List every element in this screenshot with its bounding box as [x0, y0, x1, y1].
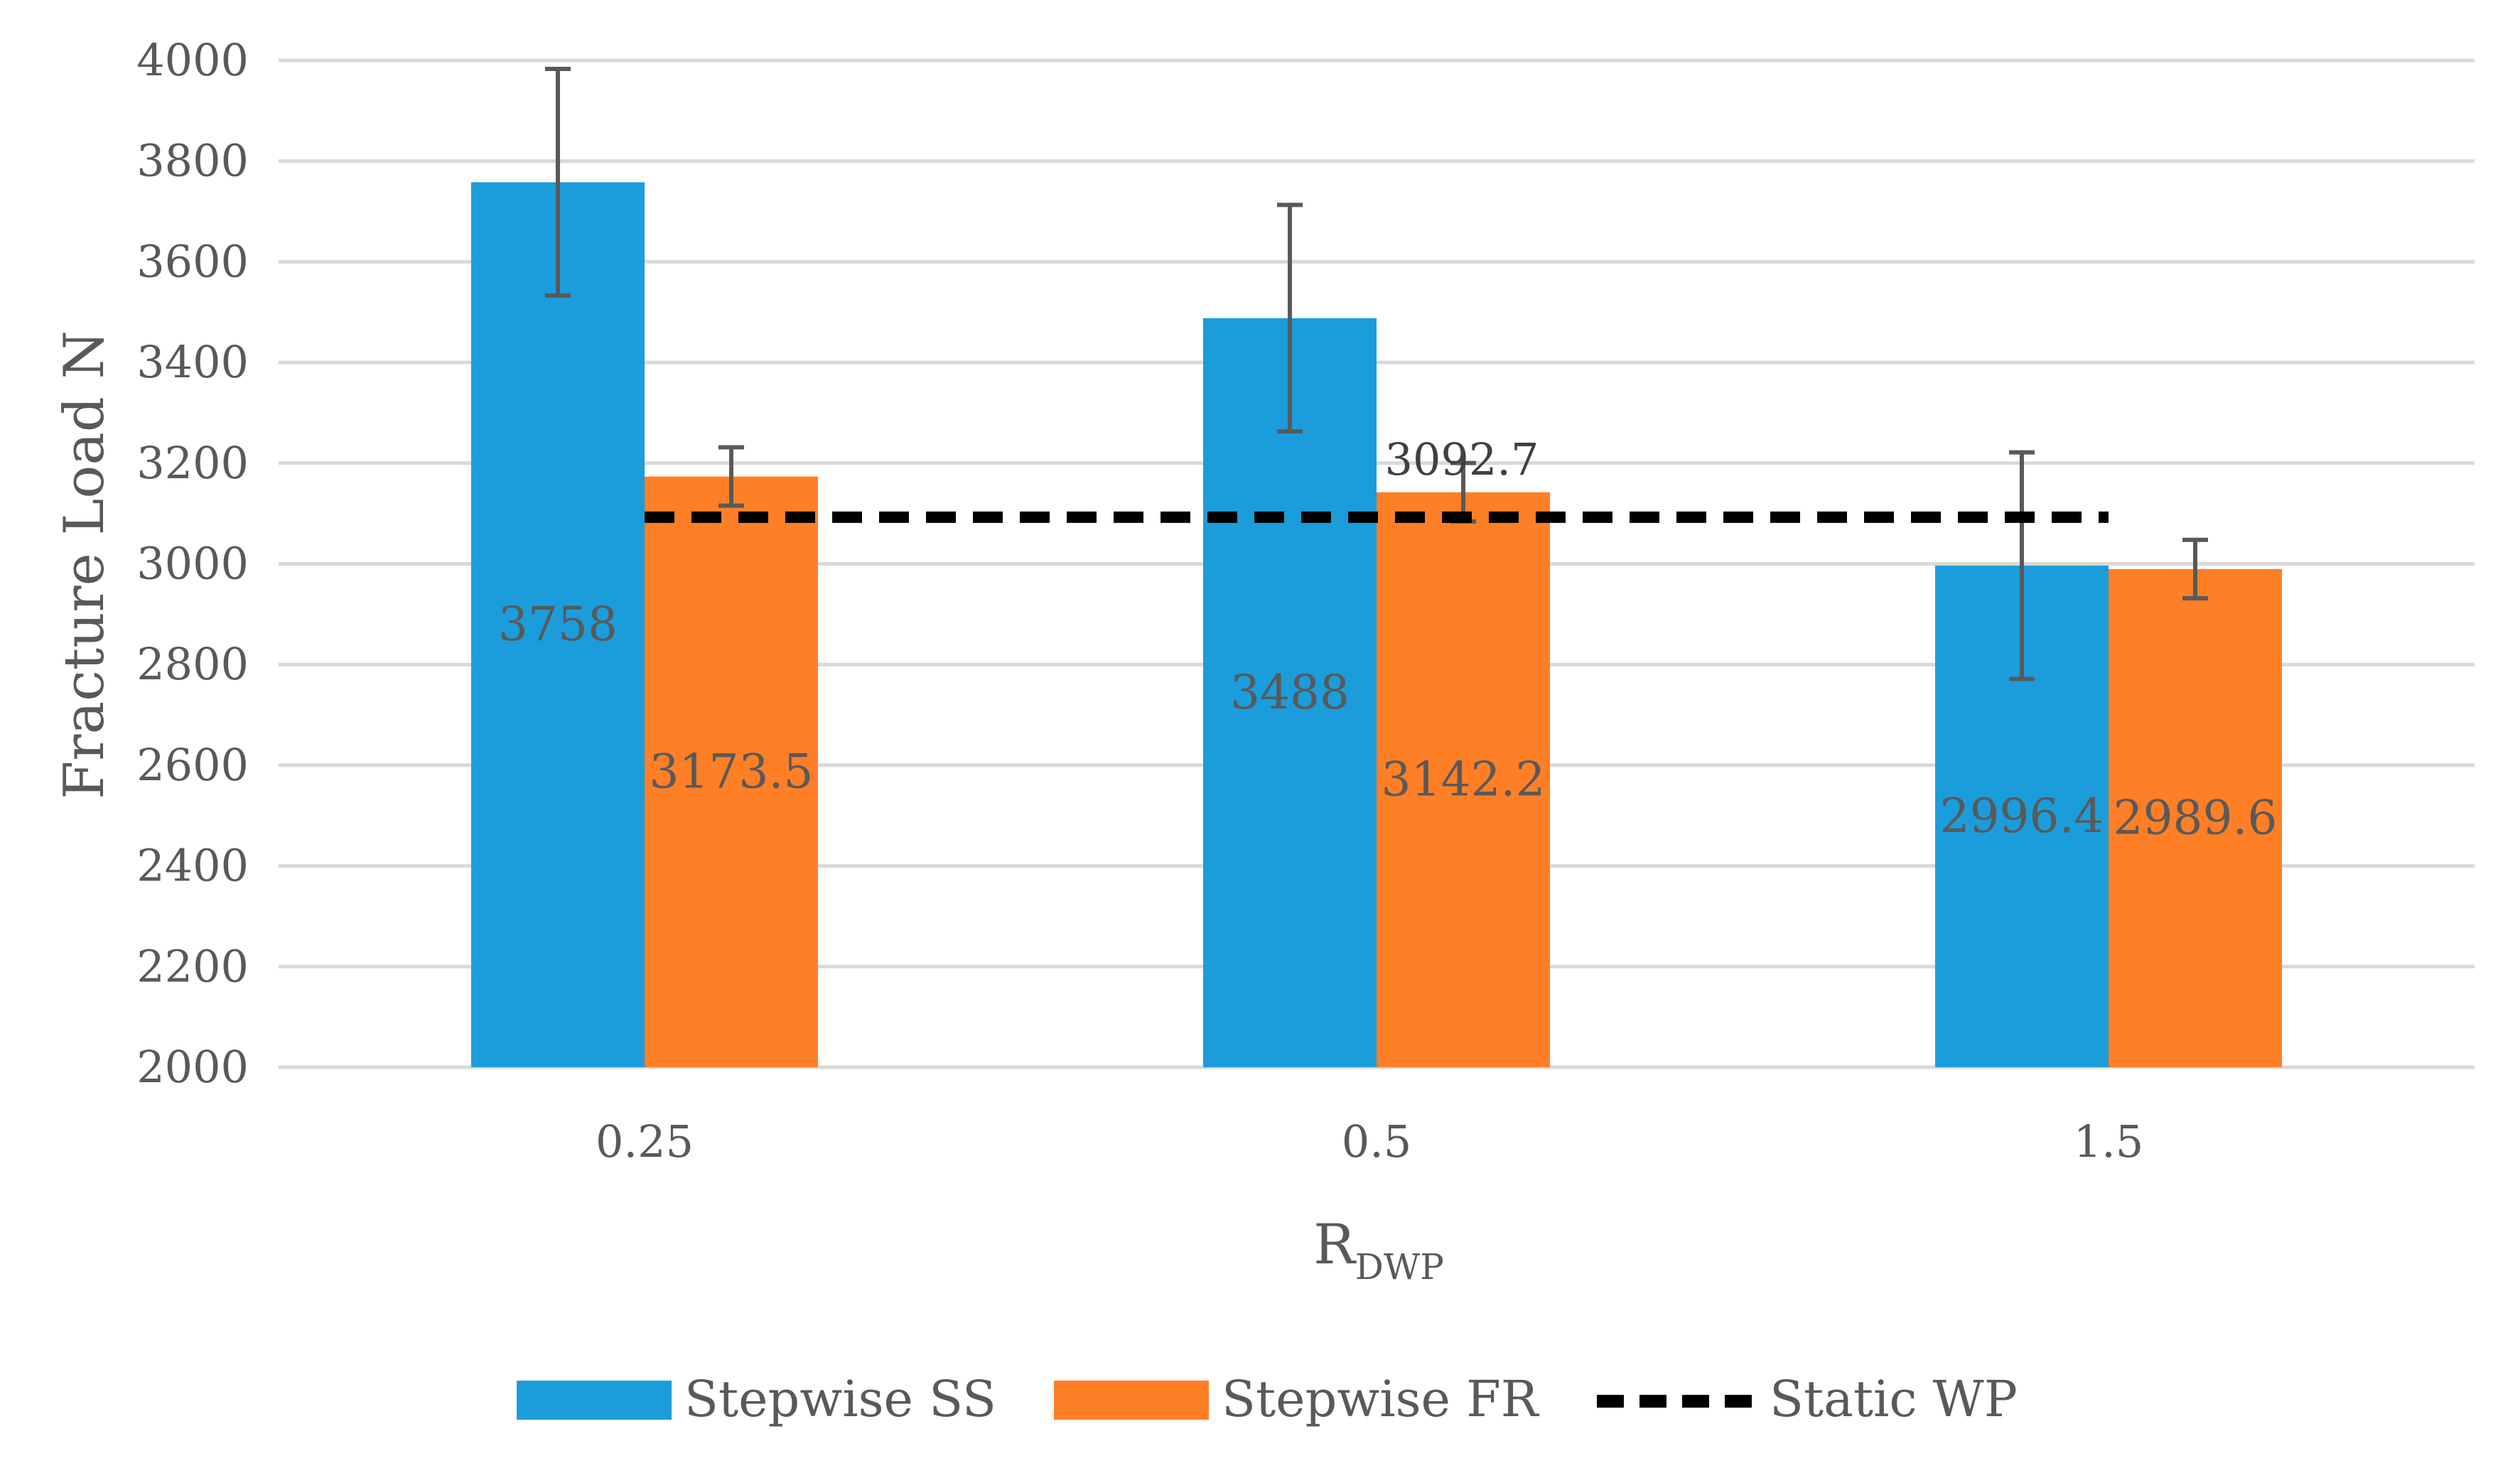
- data-label-stepwise-ss-0.25: 3758: [498, 597, 618, 652]
- data-label-stepwise-fr-1.5: 2989.6: [2114, 790, 2278, 845]
- x-axis-title-main: R: [1313, 1213, 1357, 1277]
- y-tick-label-3800: 3800: [136, 135, 249, 187]
- y-tick-label-3600: 3600: [136, 235, 249, 287]
- x-tick-label-0.5: 0.5: [1342, 1116, 1412, 1167]
- bar-stepwise-fr-0.25: [645, 476, 818, 1067]
- bar-stepwise-ss-0.25: [471, 182, 645, 1067]
- y-axis-ticks: 2000 2200 2400 2600 2800 3000 3200 3400 3600 3800…: [136, 34, 249, 1093]
- bars: [471, 182, 2282, 1068]
- legend-label-stepwise-ss: Stepwise SS: [684, 1370, 996, 1428]
- y-tick-label-3200: 3200: [136, 437, 249, 489]
- legend-label-stepwise-fr: Stepwise FR: [1222, 1370, 1540, 1428]
- legend-label-static-wp: Static WP: [1770, 1370, 2018, 1428]
- x-axis-ticks: 0.25 0.5 1.5: [596, 1116, 2143, 1167]
- y-tick-label-2000: 2000: [136, 1041, 249, 1093]
- x-tick-label-0.25: 0.25: [596, 1116, 694, 1167]
- y-tick-label-2400: 2400: [136, 840, 249, 892]
- data-label-stepwise-ss-1.5: 2996.4: [1940, 789, 2104, 843]
- x-tick-label-1.5: 1.5: [2074, 1116, 2144, 1167]
- data-label-stepwise-fr-0.5: 3142.2: [1382, 752, 1546, 806]
- legend: Stepwise SS Stepwise FR Static WP: [517, 1370, 2018, 1428]
- reference-line-group: 3092.7: [645, 433, 2109, 523]
- y-tick-label-2200: 2200: [136, 940, 249, 992]
- bar-stepwise-fr-0.5: [1377, 492, 1550, 1067]
- legend-swatch-stepwise-ss: [517, 1381, 672, 1420]
- y-tick-label-2800: 2800: [136, 638, 249, 690]
- data-labels: 3758 3173.5 3488 3142.2 2996.4 2989.6: [498, 597, 2277, 845]
- x-axis-title: RDWP: [1313, 1213, 1444, 1288]
- legend-swatch-stepwise-fr: [1054, 1381, 1209, 1420]
- reference-line-label: 3092.7: [1385, 433, 1539, 485]
- y-tick-label-3000: 3000: [136, 538, 249, 590]
- y-tick-label-4000: 4000: [136, 34, 249, 86]
- x-axis-title-sub: DWP: [1355, 1246, 1444, 1288]
- y-tick-label-3400: 3400: [136, 336, 249, 388]
- y-tick-label-2600: 2600: [136, 739, 249, 791]
- y-axis-title: Fracture Load N: [53, 330, 117, 799]
- data-label-stepwise-ss-0.5: 3488: [1230, 665, 1350, 720]
- bar-stepwise-fr-1.5: [2109, 568, 2282, 1067]
- data-label-stepwise-fr-0.25: 3173.5: [650, 744, 814, 799]
- bar-stepwise-ss-0.5: [1203, 318, 1377, 1068]
